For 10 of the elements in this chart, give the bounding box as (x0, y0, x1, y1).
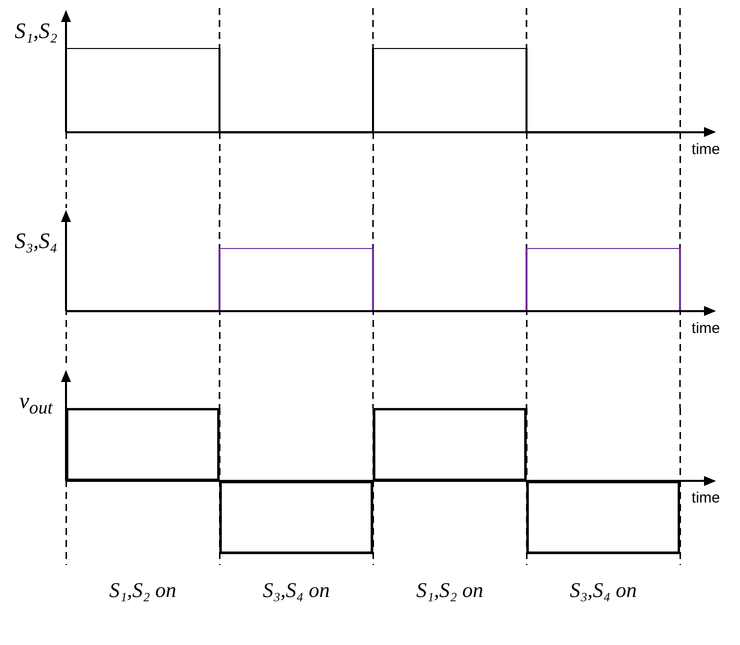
y-axis-title: S₃,S₄ (14, 227, 58, 254)
x-tick-label: S₃,S₄ on (262, 578, 330, 602)
y-axis-title: S₁,S₂ (14, 17, 58, 44)
x-axis-title: time (692, 140, 720, 158)
x-axis-title: time (692, 490, 720, 507)
x-tick-label: S₁,S₂ on (416, 578, 484, 602)
x-tick-label: S₃,S₄ on (570, 578, 637, 602)
x-axis-title: time (692, 320, 720, 337)
x-tick-label: S₁,S₂ on (109, 578, 176, 602)
y-axis-title: v$_{out}$ (18, 387, 54, 418)
